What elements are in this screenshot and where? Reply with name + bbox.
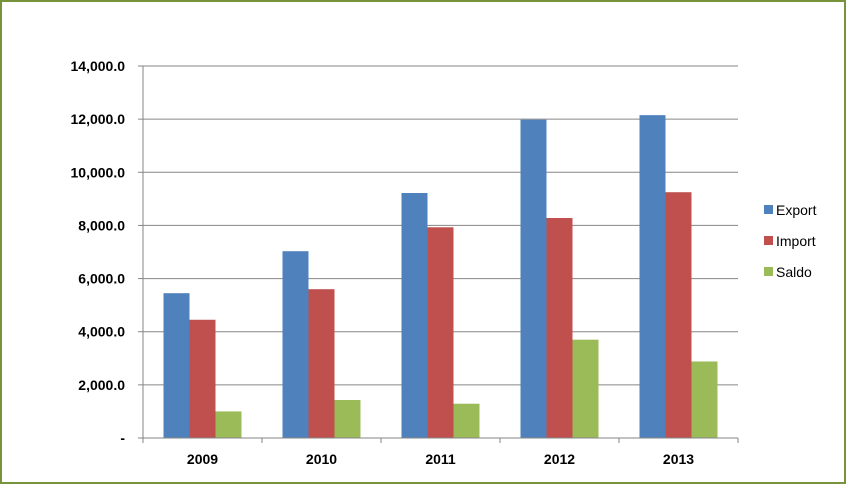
legend-swatch-export xyxy=(764,205,773,214)
bar-export-2012 xyxy=(520,119,547,438)
y-tick-label: 2,000.0 xyxy=(78,377,125,393)
y-tick-label: 14,000.0 xyxy=(71,58,126,74)
bar-import-2012 xyxy=(546,217,573,438)
legend-swatch-saldo xyxy=(764,267,773,276)
bar-saldo-2009 xyxy=(215,411,242,438)
bar-export-2011 xyxy=(401,193,428,438)
legend: Export Import Saldo xyxy=(764,202,817,280)
legend-swatch-import xyxy=(764,236,773,245)
bar-import-2010 xyxy=(308,289,335,438)
bar-import-2009 xyxy=(189,319,216,438)
bar-export-2009 xyxy=(163,293,190,438)
bar-saldo-2013 xyxy=(691,361,718,438)
x-axis-ticks: 2009 2010 2011 2012 2013 xyxy=(187,451,694,467)
y-tick-label: 8,000.0 xyxy=(78,217,125,233)
bar-import-2011 xyxy=(427,227,454,438)
x-tick-label: 2012 xyxy=(544,451,575,467)
y-tick-label: 6,000.0 xyxy=(78,271,125,287)
bar-saldo-2012 xyxy=(572,339,599,438)
bar-saldo-2011 xyxy=(453,403,480,438)
bar-saldo-2010 xyxy=(334,400,361,438)
x-tick-label: 2010 xyxy=(306,451,337,467)
legend-label-import: Import xyxy=(776,233,816,249)
y-tick-label: 10,000.0 xyxy=(71,164,126,180)
x-tick-label: 2013 xyxy=(663,451,694,467)
bar-import-2013 xyxy=(665,192,692,438)
y-tick-label: 12,000.0 xyxy=(71,111,126,127)
x-tick-label: 2009 xyxy=(187,451,218,467)
axes xyxy=(138,65,739,443)
y-tick-label: - xyxy=(120,430,125,446)
y-axis-ticks: - 2,000.0 4,000.0 6,000.0 8,000.0 10,000.0 12,… xyxy=(71,58,126,446)
x-tick-label: 2011 xyxy=(425,451,456,467)
bar-export-2010 xyxy=(282,251,309,438)
legend-label-saldo: Saldo xyxy=(776,264,812,280)
bars xyxy=(163,115,718,439)
gridlines xyxy=(143,65,738,386)
y-tick-label: 4,000.0 xyxy=(78,324,125,340)
bar-export-2013 xyxy=(639,115,666,439)
legend-label-export: Export xyxy=(776,202,817,218)
